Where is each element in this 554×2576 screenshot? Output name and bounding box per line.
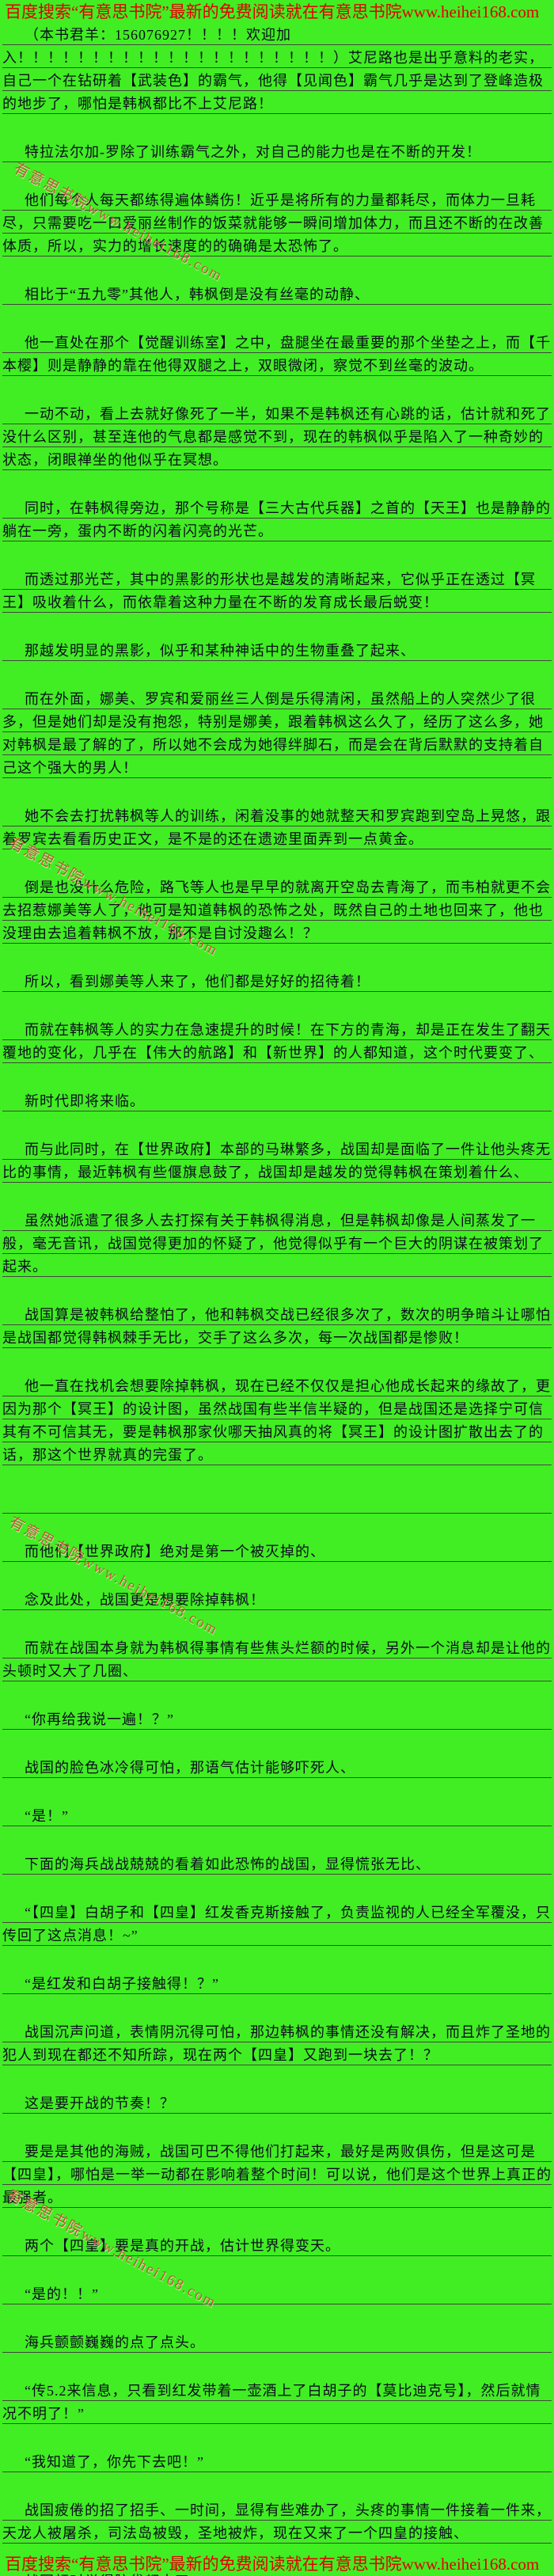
paragraph: 一动不动，看上去就好像死了一半，如果不是韩枫还有心跳的话，估计就和死了没什么区别…	[2, 403, 552, 472]
paragraph: 战国算是被韩枫给整怕了，他和韩枫交战已经很多次了，数次的明争暗斗让哪怕是战国都觉…	[2, 1304, 552, 1350]
paragraph: “【四皇】白胡子和【四皇】红发香克斯接触了，负责监视的人已经全军覆没，只传回了这…	[2, 1902, 552, 1947]
paragraph: “是红发和白胡子接触得！？”	[2, 1973, 552, 1996]
paragraph: 两个【四皇】要是真的开战，估计世界得变天。	[2, 2235, 552, 2258]
paragraph: 而他们【世界政府】绝对是第一个被灭掉的、	[2, 1541, 552, 1563]
paragraph: 新时代即将来临。	[2, 1090, 552, 1113]
paragraph: 战国的脸色冰冷得可怕，那语气估计能够吓死人、	[2, 1757, 552, 1780]
paragraph: 战国疲倦的招了招手、一时间，显得有些难办了，头疼的事情一件接着一件来，天龙人被屠…	[2, 2499, 552, 2545]
paragraph: 战国沉声问道，表情阴沉得可怕，那边韩枫的事情还没有解决，而且炸了圣地的犯人到现在…	[2, 2021, 552, 2067]
paragraph: 她不会去打扰韩枫等人的训练，闲着没事的她就整天和罗宾跑到空岛上晃悠，跟着罗宾去看…	[2, 805, 552, 851]
paragraph: 他们每个人每天都练得遍体鳞伤！近乎是将所有的力量都耗尽，而体力一旦耗尽，只需要吃…	[2, 189, 552, 258]
paragraph: 他一直在找机会想要除掉韩枫，现在已经不仅仅是担心他成长起来的缘故了，更因为那个【…	[2, 1375, 552, 1467]
paragraph: 而在外面，娜美、罗宾和爱丽丝三人倒是乐得清闲，虽然船上的人突然少了很多，但是她们…	[2, 688, 552, 780]
paragraph: “传5.2来信息，只看到红发带着一壶酒上了白胡子的【莫比迪克号】，然后就情况不明…	[2, 2380, 552, 2426]
paragraph: “我知道了，你先下去吧！”	[2, 2451, 552, 2474]
paragraph: 倒是也没什么危险，路飞等人也是早早的就离开空岛去青海了，而韦柏就更不会去招惹娜美…	[2, 876, 552, 945]
paragraph: “是的！！”	[2, 2283, 552, 2306]
paragraph: “你再给我说一遍！？”	[2, 1708, 552, 1731]
paragraph: 要是是其他的海贼，战国可巴不得他们打起来，最好是两败俱伤，但是这可是【四皇】，哪…	[2, 2141, 552, 2209]
paragraph: 而就在战国本身就为韩枫得事情有些焦头烂额的时候，另外一个消息却是让他的头顿时又大…	[2, 1637, 552, 1683]
paragraph: 他一直处在那个【觉醒训练室】之中，盘腿坐在最重要的那个坐垫之上，而【千本樱】则是…	[2, 332, 552, 378]
paragraph: 而就在韩枫等人的实力在急速提升的时候！在下方的青海，却是正在发生了翻天覆地的变化…	[2, 1019, 552, 1065]
blank-line	[2, 1492, 552, 1515]
paragraph: 这是要开战的节奏！？	[2, 2092, 552, 2115]
paragraph: 虽然她派遣了很多人去打探有关于韩枫得消息，但是韩枫却像是人间蒸发了一般，毫无音讯…	[2, 1210, 552, 1279]
paragraph: 战国顿时觉得脑袋都大了、	[2, 2570, 552, 2576]
paragraph: 下面的海兵战战兢兢的看着如此恐怖的战国，显得慌张无比、	[2, 1853, 552, 1876]
paragraph: 而透过那光芒，其中的黑影的形状也是越发的清晰起来，它似乎正在透过【冥王】吸收着什…	[2, 568, 552, 614]
paragraph: 那越发明显的黑影，似乎和某种神话中的生物重叠了起来、	[2, 640, 552, 663]
paragraph: 而与此同时，在【世界政府】本部的马琳繁多，战国却是面临了一件让他头疼无比的事情，…	[2, 1138, 552, 1184]
paragraph: 同时，在韩枫得旁边，那个号称是【三大古代兵器】之首的【天王】也是静静的躺在一旁，…	[2, 497, 552, 543]
paragraph: 念及此处，战国更是想要除掉韩枫！	[2, 1589, 552, 1612]
site-promo-banner-bottom: 百度搜索“有意思书院”最新的免费阅读就在有意思书院www.heihei168.c…	[5, 2555, 540, 2574]
paragraph: 海兵颤颤巍巍的点了点头。	[2, 2331, 552, 2354]
paragraph: “是！”	[2, 1805, 552, 1828]
novel-body: （本书君羊：156076927！！！！欢迎加入！！！！！！！！！！！！！！！！！…	[0, 24, 554, 2576]
paragraph: 相比于“五九零”其他人，韩枫倒是没有丝毫的动静、	[2, 283, 552, 306]
paragraph: 所以，看到娜美等人来了，他们都是好好的招待着！	[2, 971, 552, 994]
site-promo-banner-top: 百度搜索“有意思书院”最新的免费阅读就在有意思书院www.heihei168.c…	[5, 2, 540, 21]
paragraph: （本书君羊：156076927！！！！欢迎加入！！！！！！！！！！！！！！！！！…	[2, 24, 552, 116]
paragraph: 特拉法尔加-罗除了训练霸气之外，对自己的能力也是在不断的开发！	[2, 141, 552, 164]
